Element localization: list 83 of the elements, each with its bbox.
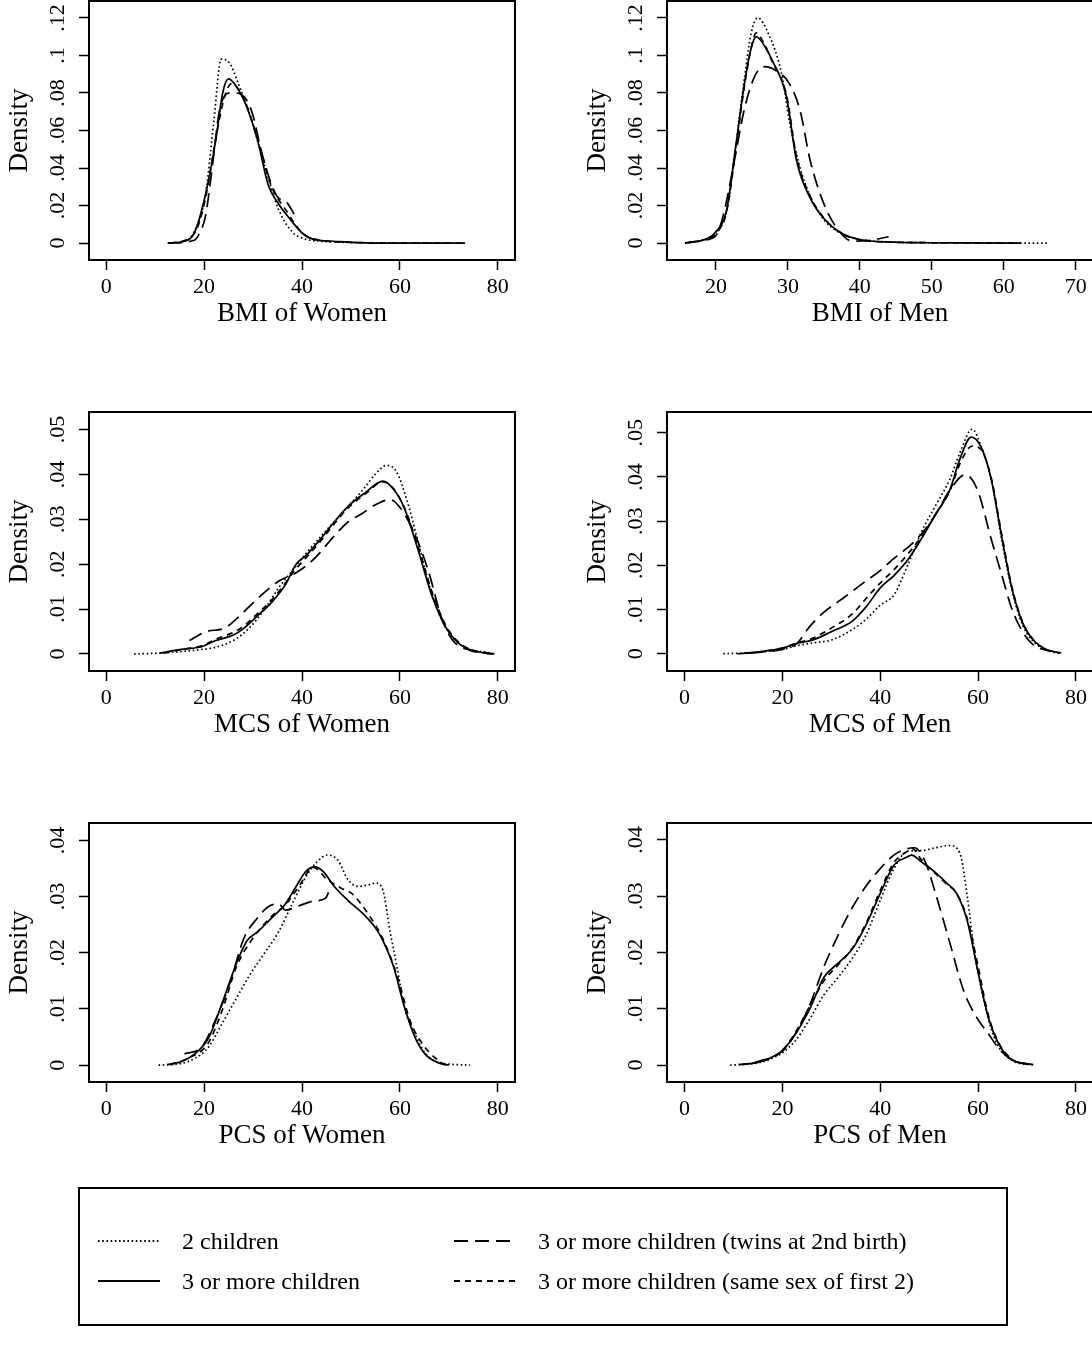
x-tick-label: 80 <box>486 683 509 709</box>
legend-label: 3 or more children (same sex of first 2) <box>538 1267 914 1295</box>
x-tick-label: 0 <box>679 1094 691 1120</box>
y-tick-label: .08 <box>621 79 647 107</box>
x-tick-label: 0 <box>100 1094 112 1120</box>
x-tick-label: 20 <box>193 272 216 298</box>
x-tick-label: 20 <box>193 683 216 709</box>
y-axis-title: Density <box>581 88 612 173</box>
y-axis-title: Density <box>3 910 34 995</box>
y-tick-label: .08 <box>43 79 69 107</box>
y-tick-label: .05 <box>43 415 69 444</box>
x-tick-label: 40 <box>848 272 871 298</box>
y-tick-label: .02 <box>43 191 69 220</box>
x-tick-label: 60 <box>992 272 1015 298</box>
x-axis-title: BMI of Men <box>811 296 949 327</box>
y-axis-title: Density <box>581 499 612 584</box>
x-tick-label: 30 <box>776 272 799 298</box>
x-tick-label: 0 <box>679 683 691 709</box>
y-tick-label: 0 <box>621 237 647 249</box>
y-tick-label: .02 <box>43 939 69 967</box>
y-tick-label: .03 <box>621 882 647 910</box>
x-tick-label: 20 <box>193 1094 216 1120</box>
x-tick-label: 60 <box>967 683 990 709</box>
y-tick-label: .04 <box>621 154 647 182</box>
y-tick-label: .05 <box>621 419 647 447</box>
y-tick-label: .1 <box>43 47 69 64</box>
y-tick-label: .1 <box>621 47 647 64</box>
y-tick-label: .02 <box>43 550 69 578</box>
y-tick-label: .01 <box>621 595 647 624</box>
x-tick-label: 60 <box>388 272 411 298</box>
x-tick-label: 40 <box>291 272 313 298</box>
y-tick-label: .12 <box>621 4 647 32</box>
x-tick-label: 20 <box>771 683 794 709</box>
x-tick-label: 70 <box>1064 272 1087 298</box>
x-tick-label: 0 <box>100 683 112 709</box>
y-tick-label: 0 <box>43 1059 69 1071</box>
y-tick-label: .02 <box>621 191 647 220</box>
x-tick-label: 80 <box>1064 683 1087 709</box>
y-tick-label: 0 <box>43 648 69 660</box>
x-axis-title: PCS of Women <box>218 1118 386 1149</box>
x-tick-label: 40 <box>869 1094 892 1120</box>
y-tick-label: .02 <box>621 938 647 967</box>
y-tick-label: .01 <box>43 995 69 1023</box>
x-axis-title: PCS of Men <box>813 1118 948 1149</box>
x-tick-label: 0 <box>100 272 112 298</box>
x-axis-title: MCS of Men <box>808 707 952 738</box>
y-tick-label: 0 <box>43 237 69 249</box>
y-tick-label: .06 <box>43 116 69 145</box>
legend-label: 3 or more children <box>182 1267 360 1295</box>
y-tick-label: .03 <box>43 505 69 534</box>
y-tick-label: .01 <box>43 595 69 623</box>
y-tick-label: .04 <box>43 460 69 489</box>
x-tick-label: 20 <box>704 272 727 298</box>
legend-label: 2 children <box>182 1227 279 1255</box>
y-tick-label: .04 <box>621 826 647 854</box>
x-axis-title: MCS of Women <box>214 707 391 738</box>
y-axis-title: Density <box>3 88 34 173</box>
y-tick-label: .03 <box>621 507 647 535</box>
x-tick-label: 80 <box>1064 1094 1087 1120</box>
y-tick-label: .01 <box>621 995 647 1023</box>
x-tick-label: 40 <box>291 1094 313 1120</box>
x-tick-label: 40 <box>869 683 892 709</box>
x-tick-label: 50 <box>920 272 943 298</box>
x-tick-label: 60 <box>967 1094 990 1120</box>
legend-label: 3 or more children (twins at 2nd birth) <box>538 1227 907 1255</box>
y-tick-label: .02 <box>621 551 647 580</box>
y-tick-label: .03 <box>43 882 69 911</box>
y-tick-label: .04 <box>43 154 69 182</box>
y-axis-title: Density <box>3 499 34 584</box>
x-tick-label: 80 <box>486 1094 509 1120</box>
y-tick-label: .04 <box>43 826 69 855</box>
y-axis-title: Density <box>581 910 612 995</box>
y-tick-label: .06 <box>621 116 647 145</box>
y-tick-label: .12 <box>43 4 69 32</box>
y-tick-label: 0 <box>621 648 647 660</box>
y-tick-label: .04 <box>621 463 647 491</box>
x-tick-label: 40 <box>291 683 313 709</box>
x-tick-label: 60 <box>388 1094 411 1120</box>
x-tick-label: 80 <box>486 272 509 298</box>
x-tick-label: 60 <box>388 683 411 709</box>
x-axis-title: BMI of Women <box>217 296 388 327</box>
y-tick-label: 0 <box>621 1059 647 1071</box>
x-tick-label: 20 <box>771 1094 794 1120</box>
